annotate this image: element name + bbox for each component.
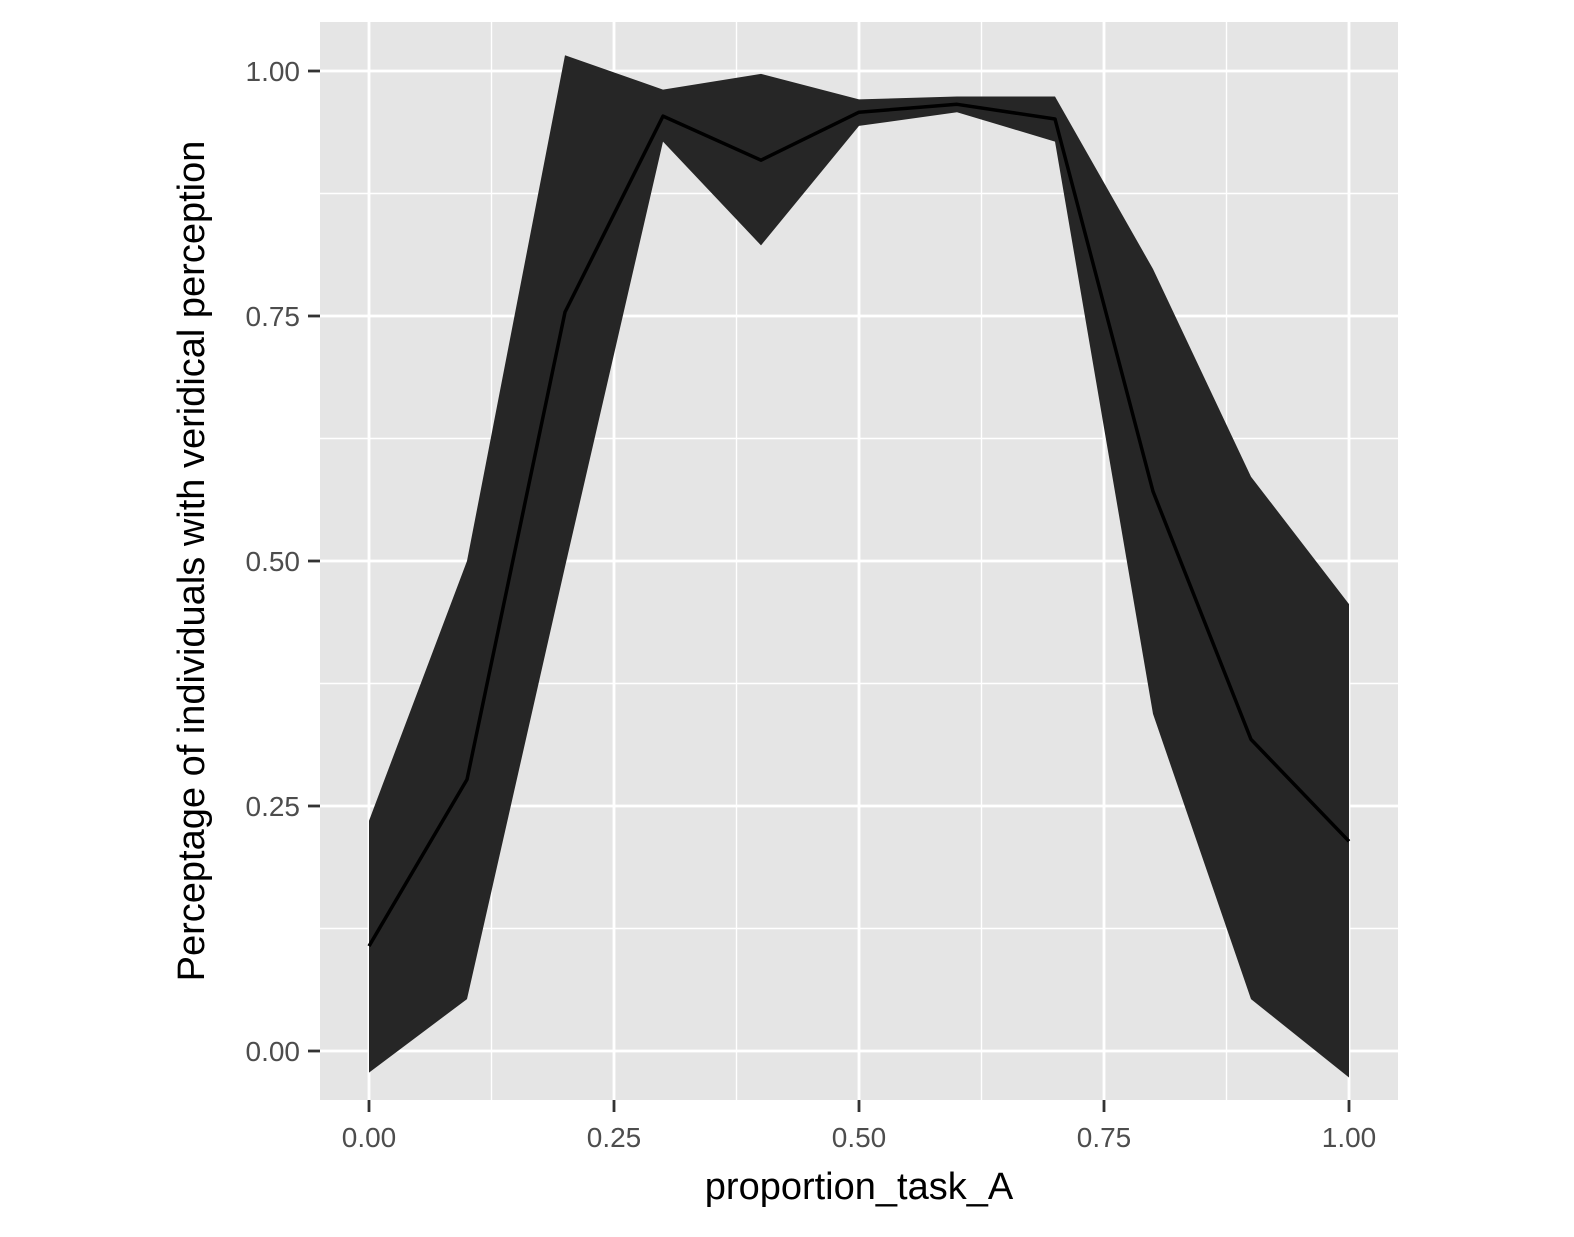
x-axis-title: proportion_task_A bbox=[705, 1166, 1014, 1208]
y-tick-label: 0.00 bbox=[246, 1036, 301, 1067]
y-axis: 0.00 0.25 0.50 0.75 1.00 bbox=[246, 56, 320, 1067]
x-axis: 0.00 0.25 0.50 0.75 1.00 bbox=[342, 1100, 1377, 1153]
x-tick-label: 0.50 bbox=[832, 1122, 887, 1153]
x-tick-label: 1.00 bbox=[1322, 1122, 1377, 1153]
x-tick-label: 0.75 bbox=[1077, 1122, 1132, 1153]
y-tick-label: 1.00 bbox=[246, 56, 301, 87]
x-tick-label: 0.00 bbox=[342, 1122, 397, 1153]
y-tick-label: 0.75 bbox=[246, 301, 301, 332]
mean-line bbox=[367, 102, 1351, 947]
y-tick-label: 0.50 bbox=[246, 546, 301, 577]
y-tick-label: 0.25 bbox=[246, 791, 301, 822]
y-axis-title: Perceptage of individuals with veridical… bbox=[171, 141, 213, 982]
x-tick-label: 0.25 bbox=[587, 1122, 642, 1153]
